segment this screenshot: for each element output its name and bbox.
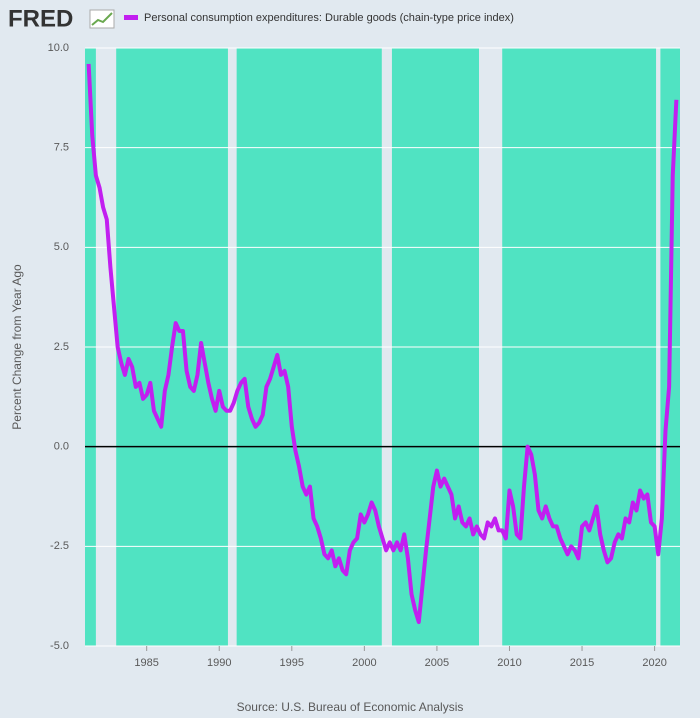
y-tick-label: 10.0 xyxy=(48,42,69,54)
y-tick-label: -2.5 xyxy=(50,540,69,552)
logo-icon-line xyxy=(91,12,113,26)
x-tick-label: 2010 xyxy=(497,657,521,669)
legend-swatch xyxy=(124,15,138,20)
x-tick-label: 2000 xyxy=(352,657,376,669)
legend-label: Personal consumption expenditures: Durab… xyxy=(144,12,514,24)
x-tick-label: 1985 xyxy=(134,657,158,669)
y-tick-label: 2.5 xyxy=(54,341,69,353)
y-tick-label: 7.5 xyxy=(54,142,69,154)
x-tick-label: 1995 xyxy=(280,657,304,669)
source: Source: U.S. Bureau of Economic Analysis xyxy=(237,700,464,714)
x-tick-label: 2005 xyxy=(425,657,449,669)
logo-icon xyxy=(89,9,115,29)
y-axis-label: Percent Change from Year Ago xyxy=(10,264,24,430)
x-tick-label: 1990 xyxy=(207,657,231,669)
y-tick-label: -5.0 xyxy=(50,640,69,652)
y-tick-label: 5.0 xyxy=(54,241,69,253)
x-tick-label: 2020 xyxy=(642,657,666,669)
logo: FRED xyxy=(8,5,73,32)
y-tick-label: 0.0 xyxy=(54,441,69,453)
x-tick-label: 2015 xyxy=(570,657,594,669)
series-line xyxy=(86,63,679,625)
